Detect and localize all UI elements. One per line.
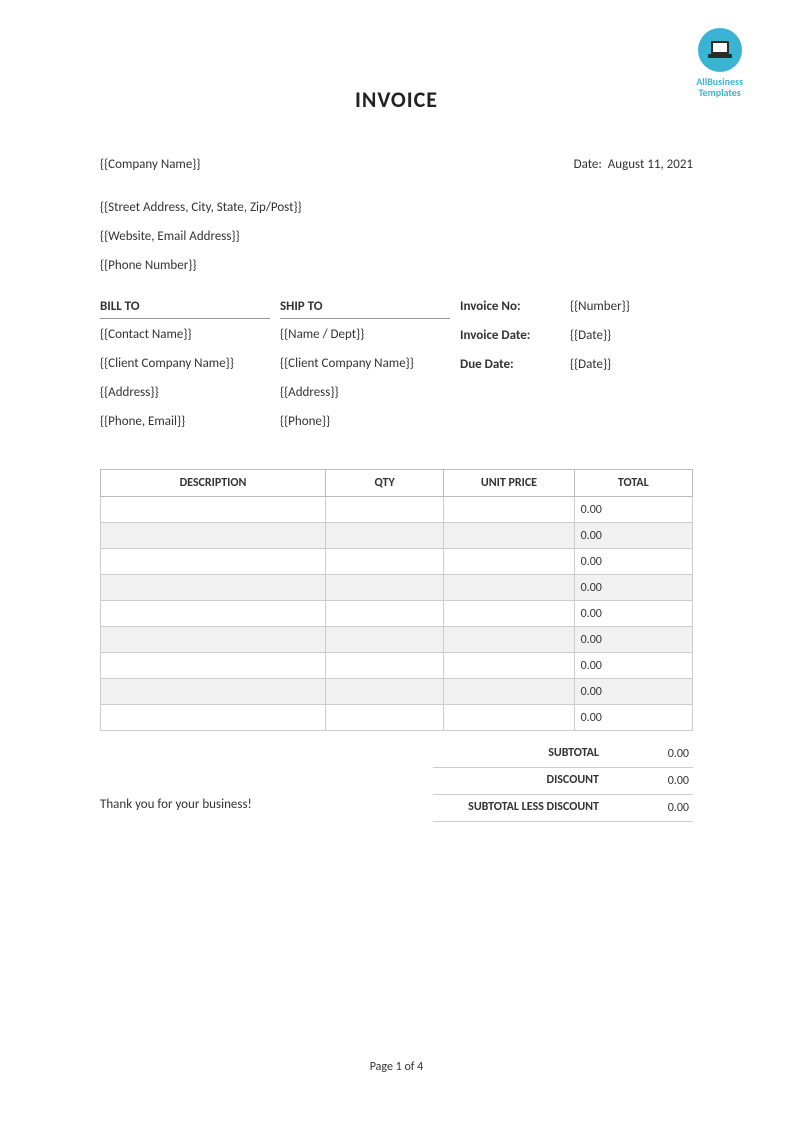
invoice-date-top: Date: August 11, 2021 [574, 157, 693, 172]
laptop-icon [698, 28, 742, 72]
discount-value: 0.00 [609, 774, 689, 788]
due-date-value: {{Date}} [570, 357, 680, 372]
company-phone: {{Phone Number}} [100, 258, 693, 273]
table-cell [444, 497, 574, 523]
bill-to-line: {{Address}} [100, 385, 270, 400]
table-cell: 0.00 [574, 653, 692, 679]
discount-label: DISCOUNT [437, 774, 609, 788]
table-row: 0.00 [101, 679, 693, 705]
table-cell [444, 653, 574, 679]
invoice-date-label: Invoice Date: [460, 328, 570, 343]
ship-to-line: {{Name / Dept}} [280, 327, 450, 342]
table-row: 0.00 [101, 705, 693, 731]
table-cell [444, 523, 574, 549]
brand-text-line2: Templates [696, 87, 743, 98]
totals-block: SUBTOTAL 0.00 DISCOUNT 0.00 SUBTOTAL LES… [433, 741, 693, 822]
table-row: 0.00 [101, 653, 693, 679]
table-cell [325, 601, 443, 627]
table-cell [101, 705, 326, 731]
table-row: 0.00 [101, 627, 693, 653]
subtotal-less-discount-value: 0.00 [609, 801, 689, 815]
table-row: 0.00 [101, 549, 693, 575]
table-row: 0.00 [101, 601, 693, 627]
table-cell [444, 575, 574, 601]
table-row: 0.00 [101, 523, 693, 549]
thank-you-text: Thank you for your business! [100, 741, 433, 812]
bill-to-line: {{Client Company Name}} [100, 356, 270, 371]
table-cell [101, 549, 326, 575]
table-cell [325, 679, 443, 705]
invoice-date-value: {{Date}} [570, 328, 680, 343]
bill-to-block: BILL TO {{Contact Name}} {{Client Compan… [100, 299, 270, 443]
table-cell: 0.00 [574, 679, 692, 705]
bill-to-line: {{Contact Name}} [100, 327, 270, 342]
invoice-meta-values: {{Number}} {{Date}} {{Date}} [570, 299, 680, 443]
company-block: {{Street Address, City, State, Zip/Post}… [100, 178, 693, 273]
ship-to-block: SHIP TO {{Name / Dept}} {{Client Company… [280, 299, 450, 443]
invoice-no-value: {{Number}} [570, 299, 680, 314]
table-cell: 0.00 [574, 523, 692, 549]
table-cell [325, 549, 443, 575]
table-cell [444, 601, 574, 627]
table-cell [444, 705, 574, 731]
brand-logo: AllBusiness Templates [696, 28, 743, 98]
page-title: INVOICE [100, 86, 693, 113]
company-name: {{Company Name}} [100, 157, 200, 172]
ship-to-header: SHIP TO [280, 299, 450, 319]
table-cell [444, 627, 574, 653]
table-cell [101, 627, 326, 653]
subtotal-label: SUBTOTAL [437, 747, 609, 761]
table-cell [325, 523, 443, 549]
ship-to-line: {{Address}} [280, 385, 450, 400]
company-website-email: {{Website, Email Address}} [100, 229, 693, 244]
subtotal-row: SUBTOTAL 0.00 [433, 741, 693, 768]
page-footer: Page 1 of 4 [0, 1060, 793, 1074]
table-cell [444, 549, 574, 575]
table-cell [325, 705, 443, 731]
col-description-header: DESCRIPTION [101, 470, 326, 497]
table-cell [101, 575, 326, 601]
ship-to-line: {{Client Company Name}} [280, 356, 450, 371]
ship-to-line: {{Phone}} [280, 414, 450, 429]
col-qty-header: QTY [325, 470, 443, 497]
table-cell: 0.00 [574, 497, 692, 523]
due-date-label: Due Date: [460, 357, 570, 372]
table-row: 0.00 [101, 575, 693, 601]
table-cell: 0.00 [574, 705, 692, 731]
table-cell: 0.00 [574, 575, 692, 601]
table-cell [101, 497, 326, 523]
company-street: {{Street Address, City, State, Zip/Post}… [100, 200, 693, 215]
subtotal-less-discount-row: SUBTOTAL LESS DISCOUNT 0.00 [433, 795, 693, 822]
table-row: 0.00 [101, 497, 693, 523]
table-cell: 0.00 [574, 601, 692, 627]
col-total-header: TOTAL [574, 470, 692, 497]
subtotal-less-discount-label: SUBTOTAL LESS DISCOUNT [437, 801, 609, 815]
addresses-row: BILL TO {{Contact Name}} {{Client Compan… [100, 299, 693, 443]
invoice-meta-labels: Invoice No: Invoice Date: Due Date: [460, 299, 570, 443]
discount-row: DISCOUNT 0.00 [433, 768, 693, 795]
bill-to-header: BILL TO [100, 299, 270, 319]
table-cell [325, 653, 443, 679]
table-cell [101, 601, 326, 627]
col-unit-price-header: UNIT PRICE [444, 470, 574, 497]
invoice-no-label: Invoice No: [460, 299, 570, 314]
bill-to-line: {{Phone, Email}} [100, 414, 270, 429]
table-cell [101, 653, 326, 679]
subtotal-value: 0.00 [609, 747, 689, 761]
items-table: DESCRIPTION QTY UNIT PRICE TOTAL 0.000.0… [100, 469, 693, 731]
table-cell [325, 575, 443, 601]
table-cell [325, 497, 443, 523]
table-cell [101, 679, 326, 705]
table-cell [325, 627, 443, 653]
table-cell [101, 523, 326, 549]
table-cell: 0.00 [574, 627, 692, 653]
table-cell [444, 679, 574, 705]
table-cell: 0.00 [574, 549, 692, 575]
